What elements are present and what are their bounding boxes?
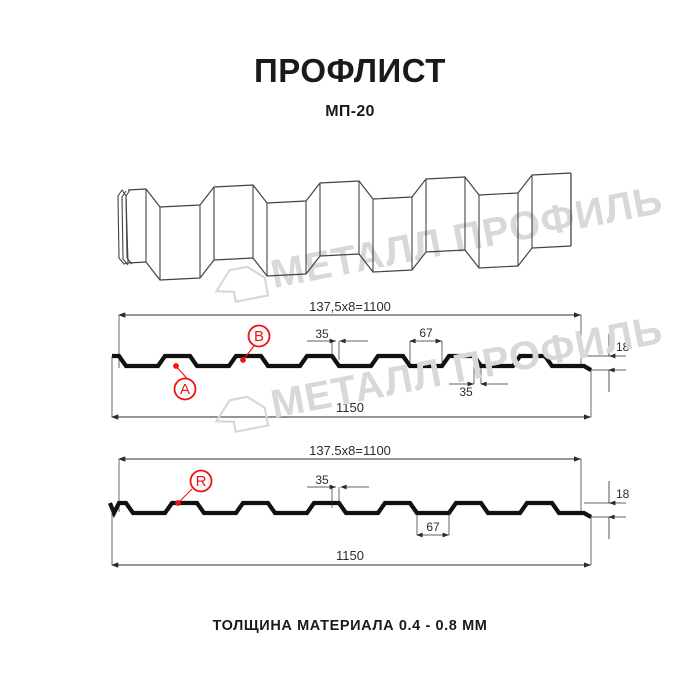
page-subtitle: МП-20 [325,103,375,120]
page-title: ПРОФЛИСТ [254,52,446,89]
watermark-logo-icon-2 [214,395,270,433]
dim-67-bottom: 67 [426,520,440,534]
watermark-upper: МЕТАЛЛ ПРОФИЛЬ [214,178,667,303]
marker-r[interactable]: R [175,469,213,506]
marker-a[interactable]: A [173,363,197,401]
dim-18-top: 18 [616,340,630,354]
marker-b-circle [247,324,271,348]
top-dimension-label-2: 137.5x8=1100 [309,443,391,458]
dim-35-top-left: 35 [315,327,329,341]
top-dimension-label: 137,5x8=1100 [309,299,391,314]
profile-path-top [112,353,593,372]
bottom-dimension-label: 1150 [336,400,364,415]
watermark-lower: МЕТАЛЛ ПРОФИЛЬ [214,308,667,433]
material-thickness-note: ТОЛЩИНА МАТЕРИАЛА 0.4 - 0.8 ММ [212,618,488,634]
profile-path-bottom [108,500,593,519]
dim-35-top-right: 35 [459,385,473,399]
marker-a-label: A [180,381,190,398]
marker-a-circle [173,377,197,401]
watermark-text: МЕТАЛЛ ПРОФИЛЬ [267,178,666,297]
dim-18-bottom: 18 [616,487,630,501]
marker-b-leader [240,345,255,363]
watermark-logo-icon [214,265,270,303]
dim-67-top: 67 [419,326,433,340]
marker-r-circle [189,469,213,493]
title-block: ПРОФЛИСТ МП-20 [0,54,700,121]
marker-b[interactable]: B [240,324,271,363]
bottom-dimension-label-2: 1150 [336,548,364,563]
marker-b-label: B [254,328,264,345]
isometric-sheet-view [117,172,572,281]
watermark-text-2: МЕТАЛЛ ПРОФИЛЬ [267,308,666,427]
section-bottom: 137.5x8=1100 35 67 18 1150 [108,443,630,568]
marker-r-leader [175,488,193,506]
section-top: 137,5x8=1100 35 67 35 18 [111,299,630,420]
dim-35-bottom: 35 [315,473,329,487]
marker-r-label: R [196,473,207,490]
